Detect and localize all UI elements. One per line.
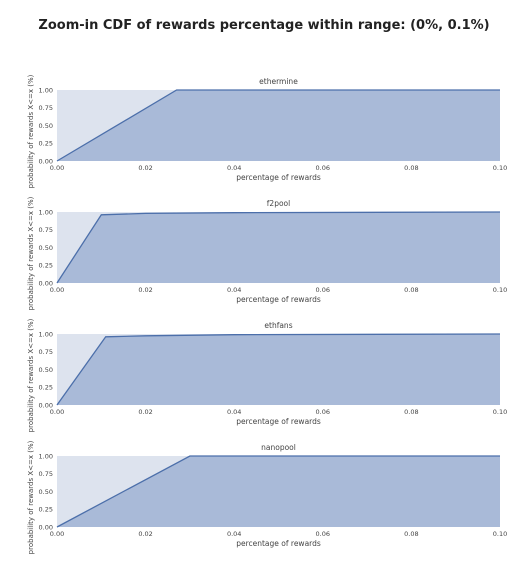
chart-panel-ethfans: ethfans 0.00 0.02 0.04 0.06 0.08 0.10 0.00 0.25 0…	[27, 318, 507, 432]
cdf-area	[57, 90, 500, 161]
y-tick-label: 0.00	[39, 157, 53, 165]
panel-title: ethfans	[264, 321, 292, 330]
y-tick-label: 0.75	[39, 348, 53, 356]
x-tick-label: 0.02	[138, 164, 152, 172]
cdf-area	[57, 334, 500, 405]
y-tick-label: 1.00	[39, 208, 53, 216]
x-tick-label: 0.00	[50, 530, 64, 538]
panel-title: nanopool	[261, 443, 296, 452]
cdf-area	[57, 456, 500, 527]
x-axis-label: percentage of rewards	[236, 173, 321, 182]
x-tick-label: 0.08	[404, 286, 418, 294]
y-tick-label: 0.75	[39, 226, 53, 234]
chart-panel-nanopool: nanopool 0.00 0.02 0.04 0.06 0.08 0.10 0.00 0.25…	[27, 440, 507, 554]
x-tick-label: 0.06	[316, 286, 330, 294]
x-tick-label: 0.02	[138, 530, 152, 538]
x-tick-label: 0.10	[493, 530, 507, 538]
y-tick-label: 0.50	[39, 244, 53, 252]
x-axis-label: percentage of rewards	[236, 295, 321, 304]
x-tick-label: 0.10	[493, 408, 507, 416]
y-tick-label: 0.25	[39, 262, 53, 270]
y-tick-label: 0.25	[39, 506, 53, 514]
y-tick-label: 0.50	[39, 488, 53, 496]
x-tick-label: 0.08	[404, 408, 418, 416]
x-tick-label: 0.02	[138, 286, 152, 294]
cdf-line	[56, 333, 501, 406]
y-axis-label: probability of rewards X<=x (%)	[27, 196, 35, 310]
x-tick-label: 0.00	[50, 286, 64, 294]
y-tick-label: 0.75	[39, 470, 53, 478]
x-tick-label: 0.08	[404, 530, 418, 538]
x-tick-label: 0.10	[493, 286, 507, 294]
x-tick-label: 0.04	[227, 286, 241, 294]
y-axis-label: probability of rewards X<=x (%)	[27, 74, 35, 188]
x-tick-label: 0.04	[227, 530, 241, 538]
y-tick-label: 0.75	[39, 104, 53, 112]
x-tick-label: 0.06	[316, 530, 330, 538]
x-tick-label: 0.08	[404, 164, 418, 172]
y-tick-label: 0.00	[39, 401, 53, 409]
y-tick-label: 1.00	[39, 86, 53, 94]
x-axis-label: percentage of rewards	[236, 539, 321, 548]
x-tick-label: 0.04	[227, 164, 241, 172]
x-tick-label: 0.06	[316, 408, 330, 416]
y-tick-label: 1.00	[39, 452, 53, 460]
chart-panel-ethermine: ethermine 0.00 0.02 0.04 0.06 0.08 0.10 0.00 0.2…	[27, 74, 507, 188]
cdf-line	[56, 211, 501, 284]
figure-title: Zoom-in CDF of rewards percentage within…	[38, 18, 490, 33]
y-tick-label: 1.00	[39, 330, 53, 338]
x-tick-label: 0.06	[316, 164, 330, 172]
x-tick-label: 0.00	[50, 164, 64, 172]
panel-title: ethermine	[259, 77, 298, 86]
cdf-line	[56, 455, 500, 528]
y-axis-label: probability of rewards X<=x (%)	[27, 318, 35, 432]
cdf-line	[56, 89, 500, 162]
x-tick-label: 0.00	[50, 408, 64, 416]
y-tick-label: 0.25	[39, 384, 53, 392]
y-tick-label: 0.00	[39, 279, 53, 287]
x-axis-label: percentage of rewards	[236, 417, 321, 426]
chart-panel-f2pool: f2pool 0.00 0.02 0.04 0.06 0.08 0.10 0.00 0.25 0.…	[27, 196, 507, 310]
y-tick-label: 0.50	[39, 366, 53, 374]
cdf-area	[57, 212, 500, 283]
x-tick-label: 0.04	[227, 408, 241, 416]
y-tick-label: 0.25	[39, 140, 53, 148]
y-tick-label: 0.00	[39, 523, 53, 531]
y-axis-label: probability of rewards X<=x (%)	[27, 440, 35, 554]
panel-title: f2pool	[267, 199, 290, 208]
x-tick-label: 0.10	[493, 164, 507, 172]
y-tick-label: 0.50	[39, 122, 53, 130]
x-tick-label: 0.02	[138, 408, 152, 416]
